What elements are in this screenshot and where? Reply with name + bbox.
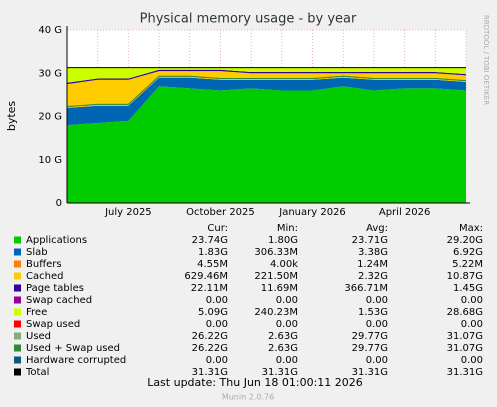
legend-stat: 29.77G — [352, 343, 388, 354]
legend-stat: 28.68G — [447, 307, 483, 318]
legend-stat: 0.00 — [276, 295, 298, 306]
legend-stat: 29.20G — [447, 235, 483, 246]
legend-swatch — [14, 356, 21, 364]
legend-label: Used — [26, 331, 51, 342]
x-tick-label: January 2026 — [278, 207, 346, 218]
legend-stat: 2.63G — [268, 331, 298, 342]
x-tick-label: July 2025 — [104, 207, 152, 218]
legend-swatch — [14, 272, 21, 280]
legend-stat: 23.74G — [192, 235, 228, 246]
legend-swatch — [14, 332, 21, 340]
legend-stat: 0.00 — [461, 355, 483, 366]
legend-swatch — [14, 368, 21, 376]
legend-stat: 1.80G — [268, 235, 298, 246]
area — [67, 86, 466, 203]
legend-label: Free — [26, 307, 47, 318]
legend-stat: 23.71G — [352, 235, 388, 246]
legend-stat: 31.31G — [352, 367, 388, 378]
legend-stat: 0.00 — [206, 295, 228, 306]
legend-header: Min: — [277, 223, 298, 234]
legend-stat: 26.22G — [192, 331, 228, 342]
y-axis-label: bytes — [5, 101, 18, 132]
legend-stat: 26.22G — [192, 343, 228, 354]
legend-stat: 4.55M — [197, 259, 228, 270]
legend-swatch — [14, 236, 21, 244]
last-update: Last update: Thu Jun 18 01:00:11 2026 — [147, 376, 363, 389]
legend-stat: 0.00 — [276, 355, 298, 366]
legend-stat: 221.50M — [254, 271, 298, 282]
legend-label: Swap cached — [26, 295, 92, 306]
legend-stat: 22.11M — [191, 283, 228, 294]
legend-label: Page tables — [26, 283, 84, 294]
line — [66, 75, 467, 108]
legend-swatch — [14, 260, 21, 268]
legend-stat: 31.31G — [262, 367, 298, 378]
legend-stat: 0.00 — [276, 319, 298, 330]
legend-stat: 10.87G — [447, 271, 483, 282]
legend-stat: 6.92G — [453, 247, 483, 258]
legend-stat: 29.77G — [352, 331, 388, 342]
y-tick-label: 20 G — [38, 112, 62, 123]
legend-stat: 31.07G — [447, 331, 483, 342]
area — [67, 67, 466, 83]
legend-stat: 31.31G — [192, 367, 228, 378]
legend-stat: 5.09G — [198, 307, 228, 318]
y-tick-label: 0 — [56, 198, 62, 209]
legend-stat: 0.00 — [366, 319, 388, 330]
legend-stat: 2.32G — [358, 271, 388, 282]
x-tick-label: April 2026 — [379, 207, 430, 218]
legend-stat: 11.69M — [261, 283, 298, 294]
legend-label: Buffers — [26, 259, 62, 270]
legend-stat: 1.53G — [358, 307, 388, 318]
legend-label: Swap used — [26, 319, 80, 330]
legend-swatch — [14, 344, 21, 352]
legend-stat: 1.83G — [198, 247, 228, 258]
y-tick-label: 40 G — [38, 25, 62, 36]
legend-stat: 4.00k — [270, 259, 298, 270]
legend-stat: 0.00 — [206, 355, 228, 366]
legend-stat: 3.38G — [358, 247, 388, 258]
legend-stat: 0.00 — [461, 319, 483, 330]
legend-label: Slab — [26, 247, 48, 258]
area — [67, 69, 466, 85]
legend-label: Hardware corrupted — [26, 355, 126, 366]
legend-swatch — [14, 296, 21, 304]
legend-label: Applications — [26, 235, 87, 246]
legend-swatch — [14, 284, 21, 292]
legend-stat: 0.00 — [366, 355, 388, 366]
legend-stat: 1.45G — [453, 283, 483, 294]
legend-swatch — [14, 248, 21, 256]
y-tick-label: 30 G — [38, 68, 62, 79]
x-tick-label: October 2025 — [186, 207, 255, 218]
footer: Munin 2.0.76 — [222, 393, 274, 402]
area — [67, 77, 466, 126]
legend-stat: 2.63G — [268, 343, 298, 354]
legend-stat: 5.22M — [452, 259, 483, 270]
legend-label: Cached — [26, 271, 63, 282]
legend-stat: 31.31G — [447, 367, 483, 378]
legend-label: Used + Swap used — [26, 343, 120, 354]
legend-stat: 366.71M — [344, 283, 388, 294]
legend-stat: 0.00 — [461, 295, 483, 306]
legend-stat: 0.00 — [366, 295, 388, 306]
y-tick-label: 10 G — [38, 155, 62, 166]
legend-stat: 629.46M — [184, 271, 228, 282]
chart-title: Physical memory usage - by year — [140, 12, 357, 27]
legend-swatch — [14, 308, 21, 316]
legend-swatch — [14, 320, 21, 328]
legend-label: Total — [25, 367, 49, 378]
legend-header: Cur: — [207, 223, 228, 234]
legend-stat: 1.24M — [357, 259, 388, 270]
legend-stat: 0.00 — [206, 319, 228, 330]
legend-stat: 240.23M — [254, 307, 298, 318]
legend-stat: 306.33M — [254, 247, 298, 258]
side-label: RRDTOOL / TOBI OETIKER — [482, 15, 490, 105]
legend-header: Max: — [459, 223, 483, 234]
legend-header: Avg: — [366, 223, 388, 234]
legend-stat: 31.07G — [447, 343, 483, 354]
